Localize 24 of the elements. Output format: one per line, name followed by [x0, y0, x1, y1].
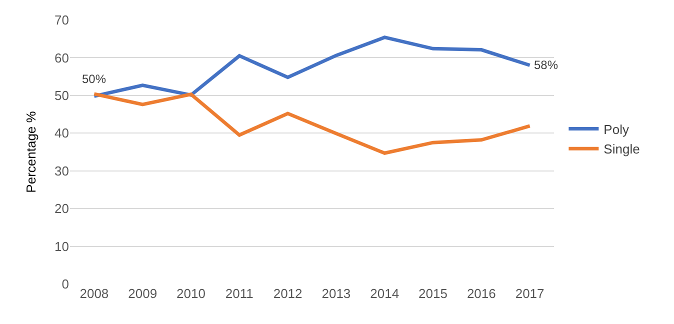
y-tick-label: 0 [62, 276, 69, 292]
data-label: 58% [534, 58, 558, 72]
y-tick-label: 40 [54, 126, 69, 141]
y-axis-title: Percentage % [23, 110, 38, 193]
legend-label: Single [604, 142, 640, 157]
y-tick-label: 10 [54, 238, 69, 254]
x-tick-label: 2015 [418, 286, 448, 301]
x-tick-label: 2013 [322, 286, 351, 301]
y-tick-label: 30 [54, 163, 69, 178]
y-tick-label: 70 [54, 12, 69, 28]
x-tick-label: 2009 [128, 286, 158, 301]
x-tick-label: 2016 [466, 286, 496, 301]
y-tick-label: 50 [54, 88, 69, 103]
x-tick-label: 2011 [225, 286, 254, 301]
x-tick-label: 2012 [273, 286, 302, 301]
y-tick-label: 60 [54, 50, 69, 66]
x-tick-label: 2008 [80, 286, 109, 301]
line-series [92, 92, 532, 155]
x-tick-label: 2014 [370, 286, 400, 301]
x-tick-label: 2017 [515, 286, 544, 301]
x-tick-label: 2010 [176, 286, 206, 301]
legend-label: Poly [604, 122, 630, 137]
data-label: 50% [82, 72, 106, 86]
y-tick-label: 20 [54, 201, 69, 216]
